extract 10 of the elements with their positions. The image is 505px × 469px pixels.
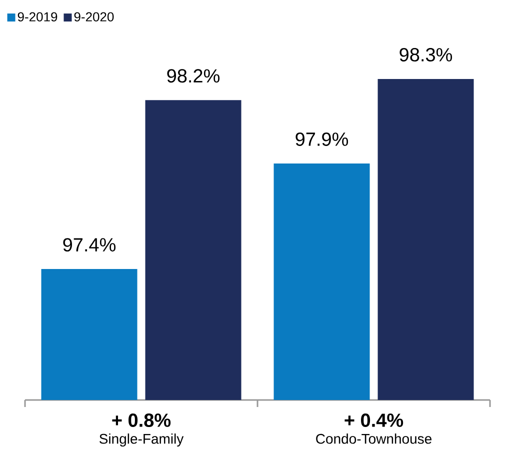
text: + 0.4% <box>344 414 404 427</box>
data-label: 98.2% <box>167 69 220 83</box>
text: + 0.8% <box>112 414 171 427</box>
data-label: 97.9% <box>296 132 348 146</box>
data-label: 98.3% <box>400 48 452 62</box>
data-label: 97.4% <box>63 238 116 252</box>
x-tick-label: Condo-Townhouse <box>316 434 432 444</box>
legend-label: 9-2019 <box>18 12 58 22</box>
x-tick-label: Single-Family <box>100 434 184 447</box>
legend-label: 9-2020 <box>74 12 114 22</box>
